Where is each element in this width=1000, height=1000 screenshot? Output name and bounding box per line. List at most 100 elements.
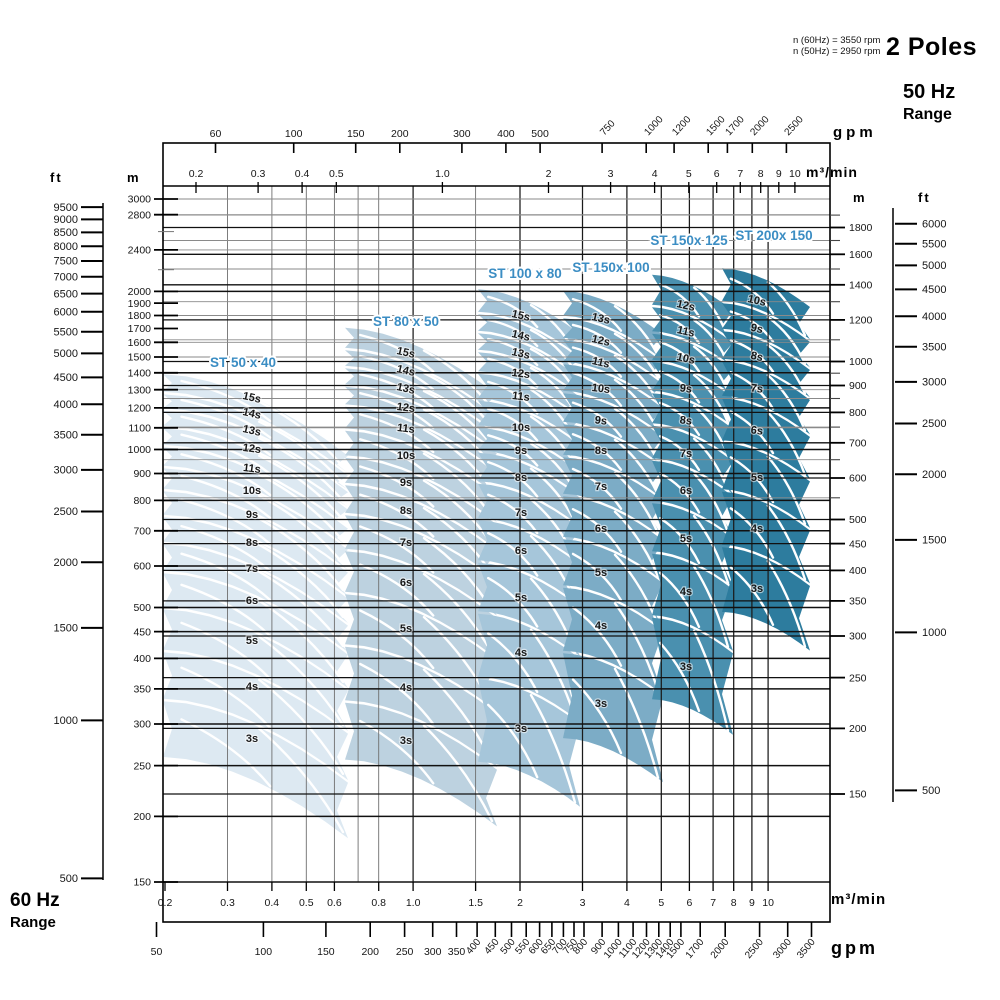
stage-label: 10s	[512, 422, 530, 434]
ft-right-tick-label: 3000	[922, 377, 946, 389]
gpm-top-tick-label: 1000	[642, 114, 666, 138]
range-band	[164, 468, 348, 571]
range-band	[722, 491, 810, 584]
m-right-tick-label: 1400	[849, 279, 873, 291]
stage-label: 11s	[396, 422, 415, 436]
stage-label: 4s	[751, 523, 763, 535]
band-divider-arc	[658, 641, 701, 713]
band-divider-arc	[258, 454, 345, 522]
gpm-top-tick-label: 1500	[704, 114, 728, 138]
range-band	[164, 428, 348, 527]
m-left-tick-label: 600	[133, 561, 151, 573]
gpm-bottom-tick-label: 450	[482, 937, 501, 957]
gpm-unit-bottom: gpm	[831, 938, 878, 958]
m-left-tick-label: 250	[133, 760, 151, 772]
stage-label: 7s	[680, 448, 692, 460]
m-unit-left: m	[127, 170, 139, 185]
gpm-top-tick-label: 200	[391, 128, 409, 140]
stage-label: 14s	[395, 363, 416, 379]
stage-label: 9s	[400, 477, 412, 489]
series-title: ST 80 x 50	[373, 314, 439, 329]
hz60-text: 60 Hz	[10, 890, 60, 911]
m3min-bottom-tick-label: 1.0	[406, 897, 421, 909]
m-right-tick-label: 500	[849, 514, 867, 526]
stage-label: 7s	[750, 382, 764, 395]
band-divider-arc	[422, 724, 494, 823]
band-divider-arc	[422, 572, 494, 655]
band-divider-arc	[359, 662, 435, 726]
gpm-top-tick-label: 750	[598, 118, 618, 138]
band-divider-arc	[766, 280, 807, 337]
m-left-tick-label: 2400	[128, 245, 152, 257]
stage-label: 13s	[395, 381, 416, 397]
stage-label: 15s	[510, 308, 531, 324]
ft-right-tick-label: 2000	[922, 469, 946, 481]
stage-label: 15s	[241, 390, 262, 406]
band-divider-arc	[729, 410, 775, 455]
ft-left-tick-label: 8000	[54, 241, 78, 253]
gpm-bottom-tick-label: 150	[317, 946, 335, 958]
band-divider-arc	[487, 407, 539, 442]
ft-left-tick-label: 5500	[54, 326, 78, 338]
stage-label: 9s	[679, 382, 693, 395]
m-right-tick-label: 450	[849, 538, 867, 550]
band-divider-arc	[658, 517, 701, 565]
gpm-bottom-tick-label: 400	[464, 937, 483, 957]
m-right-tick-label: 1000	[849, 356, 873, 368]
stage-label: 15s	[395, 345, 416, 361]
band-divider-arc	[658, 472, 701, 514]
band-divider-arc	[487, 357, 539, 388]
range-band	[478, 314, 580, 376]
range-band	[345, 485, 497, 580]
stage-label: 14s	[241, 406, 262, 422]
stage-label: 5s	[515, 592, 527, 604]
hz60-range-text: Range	[10, 914, 56, 931]
band-divider-arc	[658, 401, 701, 437]
ft-right-tick-label: 2500	[922, 418, 946, 430]
range-band	[164, 652, 348, 781]
stage-label: 12s	[242, 442, 262, 456]
gpm-bottom-tick-label: 1700	[684, 937, 707, 961]
ft-left-tick-label: 8500	[54, 227, 78, 239]
stage-label: 5s	[400, 623, 412, 635]
range-band	[563, 587, 663, 695]
band-divider-arc	[766, 373, 807, 432]
band-divider-arc	[729, 310, 775, 343]
gridlines	[163, 186, 830, 883]
range-band	[345, 327, 497, 415]
range-band	[563, 364, 663, 435]
stage-label: 10s	[746, 293, 767, 309]
gpm-top-tick-label: 100	[285, 128, 303, 140]
m-left-tick-label: 500	[133, 602, 151, 614]
stage-label: 10s	[397, 450, 415, 462]
band-divider-arc	[180, 666, 272, 730]
gpm-bottom-tick-label: 350	[448, 946, 466, 958]
stage-label: 9s	[594, 414, 608, 427]
gpm-bottom-tick-label: 2000	[709, 937, 732, 961]
range-band	[478, 679, 580, 807]
stage-label: 4s	[246, 681, 258, 693]
band-divider-arc	[180, 453, 272, 497]
range-band	[563, 290, 663, 360]
stage-label: 13s	[590, 311, 611, 327]
range-band	[478, 452, 580, 527]
stage-label: 10s	[591, 382, 611, 396]
stage-label: 9s	[749, 322, 764, 336]
m-left-tick-label: 400	[133, 653, 151, 665]
m-left-tick-label: 1000	[128, 444, 152, 456]
m-right-tick-label: 350	[849, 596, 867, 608]
range-band	[164, 410, 348, 508]
band-divider-arc	[422, 428, 494, 491]
stage-label: 11s	[511, 390, 530, 404]
gpm-top-tick-label: 400	[497, 128, 515, 140]
m3min-top-tick-label: 5	[686, 168, 692, 180]
ft-right-tick-label: 6000	[922, 219, 946, 231]
band-divider-arc	[571, 433, 623, 471]
m-left-tick-label: 3000	[128, 194, 152, 206]
m3min-bottom-tick-label: 4	[624, 897, 630, 909]
range-band	[478, 562, 580, 657]
band-divider-arc	[729, 277, 775, 315]
